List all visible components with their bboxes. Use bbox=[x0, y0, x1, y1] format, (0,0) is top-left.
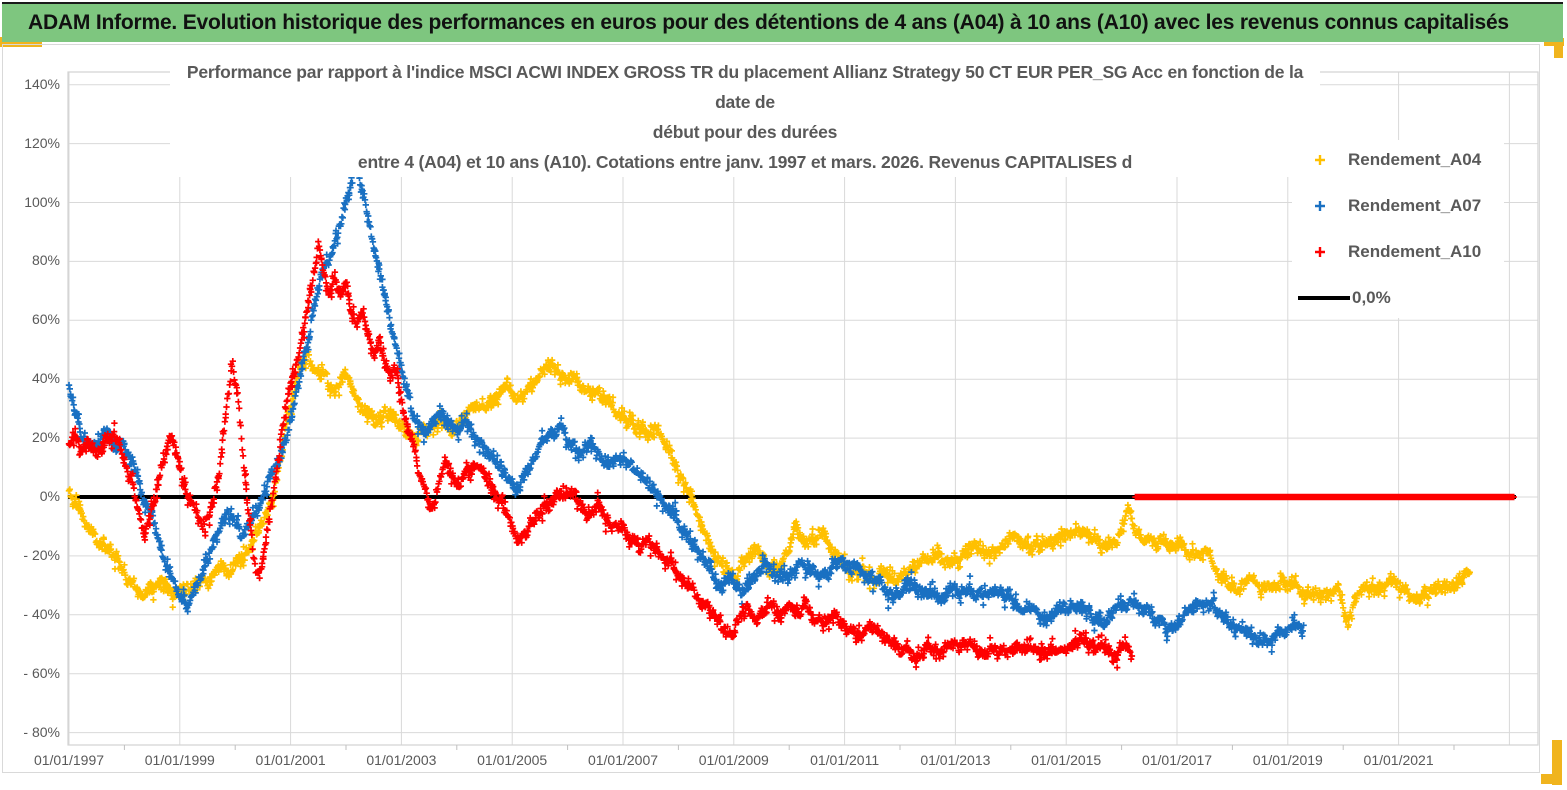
x-axis-tick-label: 01/01/1997 bbox=[33, 752, 105, 768]
gold-accent-bottom-right bbox=[1552, 740, 1562, 785]
zero-line-key-icon bbox=[1298, 296, 1350, 300]
y-axis-tick-label: 140% bbox=[24, 75, 60, 92]
y-axis-tick-label: 40% bbox=[31, 370, 60, 387]
legend-item-zero-line[interactable]: 0,0% bbox=[1292, 286, 1504, 310]
series-rendement_a10 bbox=[65, 238, 1136, 671]
x-axis-tick-label: 01/01/2001 bbox=[255, 752, 326, 768]
y-axis-tick-label: 100% bbox=[24, 193, 60, 210]
y-axis-tick-label: - 20% bbox=[23, 546, 60, 563]
x-axis-tick-label: 01/01/2015 bbox=[1031, 752, 1102, 768]
legend-label-a04: Rendement_A04 bbox=[1348, 150, 1482, 169]
x-axis-tick-label: 01/01/1999 bbox=[144, 752, 215, 768]
header-title: ADAM Informe. Evolution historique des p… bbox=[28, 11, 1509, 34]
gold-accent-top-right-v bbox=[1554, 44, 1563, 58]
x-axis-tick-label: 01/01/2003 bbox=[366, 752, 437, 768]
legend-item-rendement-a04[interactable]: Rendement_A04 bbox=[1292, 148, 1504, 172]
y-axis-tick-label: 20% bbox=[31, 429, 60, 446]
gold-accent-top-left bbox=[0, 37, 42, 47]
x-axis-tick-label: 01/01/2005 bbox=[477, 752, 548, 768]
gold-accent-top-right bbox=[1544, 38, 1564, 46]
legend-item-rendement-a10[interactable]: Rendement_A10 bbox=[1292, 240, 1504, 264]
plus-marker-icon bbox=[1315, 155, 1325, 165]
y-axis-tick-label: 80% bbox=[31, 252, 60, 269]
legend-label-a07: Rendement_A07 bbox=[1348, 196, 1482, 215]
gold-accent-bottom-right-h bbox=[1541, 774, 1562, 784]
legend-label-zero: 0,0% bbox=[1352, 288, 1391, 307]
y-axis-tick-label: - 60% bbox=[23, 664, 60, 681]
chart-title: Performance par rapport à l'indice MSCI … bbox=[170, 57, 1320, 177]
chart-title-line-1: Performance par rapport à l'indice MSCI … bbox=[186, 62, 1304, 112]
y-axis-tick-label: - 40% bbox=[23, 605, 60, 622]
legend-label-a10: Rendement_A10 bbox=[1348, 242, 1482, 261]
chart-title-line-3: entre 4 (A04) et 10 ans (A10). Cotations… bbox=[357, 152, 1133, 172]
y-axis-tick-label: - 80% bbox=[23, 723, 60, 740]
series-rendement_a07 bbox=[65, 157, 1307, 655]
legend: Rendement_A04 Rendement_A07 Rendement_A1… bbox=[1292, 140, 1504, 318]
header-bar: ADAM Informe. Evolution historique des p… bbox=[2, 2, 1563, 42]
x-axis-tick-label: 01/01/2019 bbox=[1252, 752, 1323, 768]
x-axis-tick-label: 01/01/2021 bbox=[1363, 752, 1434, 768]
y-axis-tick-label: 60% bbox=[31, 311, 60, 328]
x-axis-tick-label: 01/01/2009 bbox=[698, 752, 769, 768]
chart-object-frame[interactable] bbox=[2, 44, 1540, 773]
x-axis-tick-label: 01/01/2013 bbox=[920, 752, 991, 768]
plus-marker-icon bbox=[1315, 201, 1325, 211]
series-rendement_a10-zero-tail bbox=[1132, 493, 1517, 501]
plus-marker-icon bbox=[1315, 247, 1325, 257]
y-axis-tick-label: 0% bbox=[39, 488, 60, 504]
x-axis-tick-label: 01/01/2007 bbox=[587, 752, 659, 768]
y-axis-tick-label: 120% bbox=[24, 134, 60, 151]
legend-item-rendement-a07[interactable]: Rendement_A07 bbox=[1292, 194, 1504, 218]
x-axis-tick-label: 01/01/2011 bbox=[810, 752, 880, 768]
chart-title-line-2: début pour des durées bbox=[652, 122, 838, 142]
x-axis-tick-label: 01/01/2017 bbox=[1141, 752, 1213, 768]
